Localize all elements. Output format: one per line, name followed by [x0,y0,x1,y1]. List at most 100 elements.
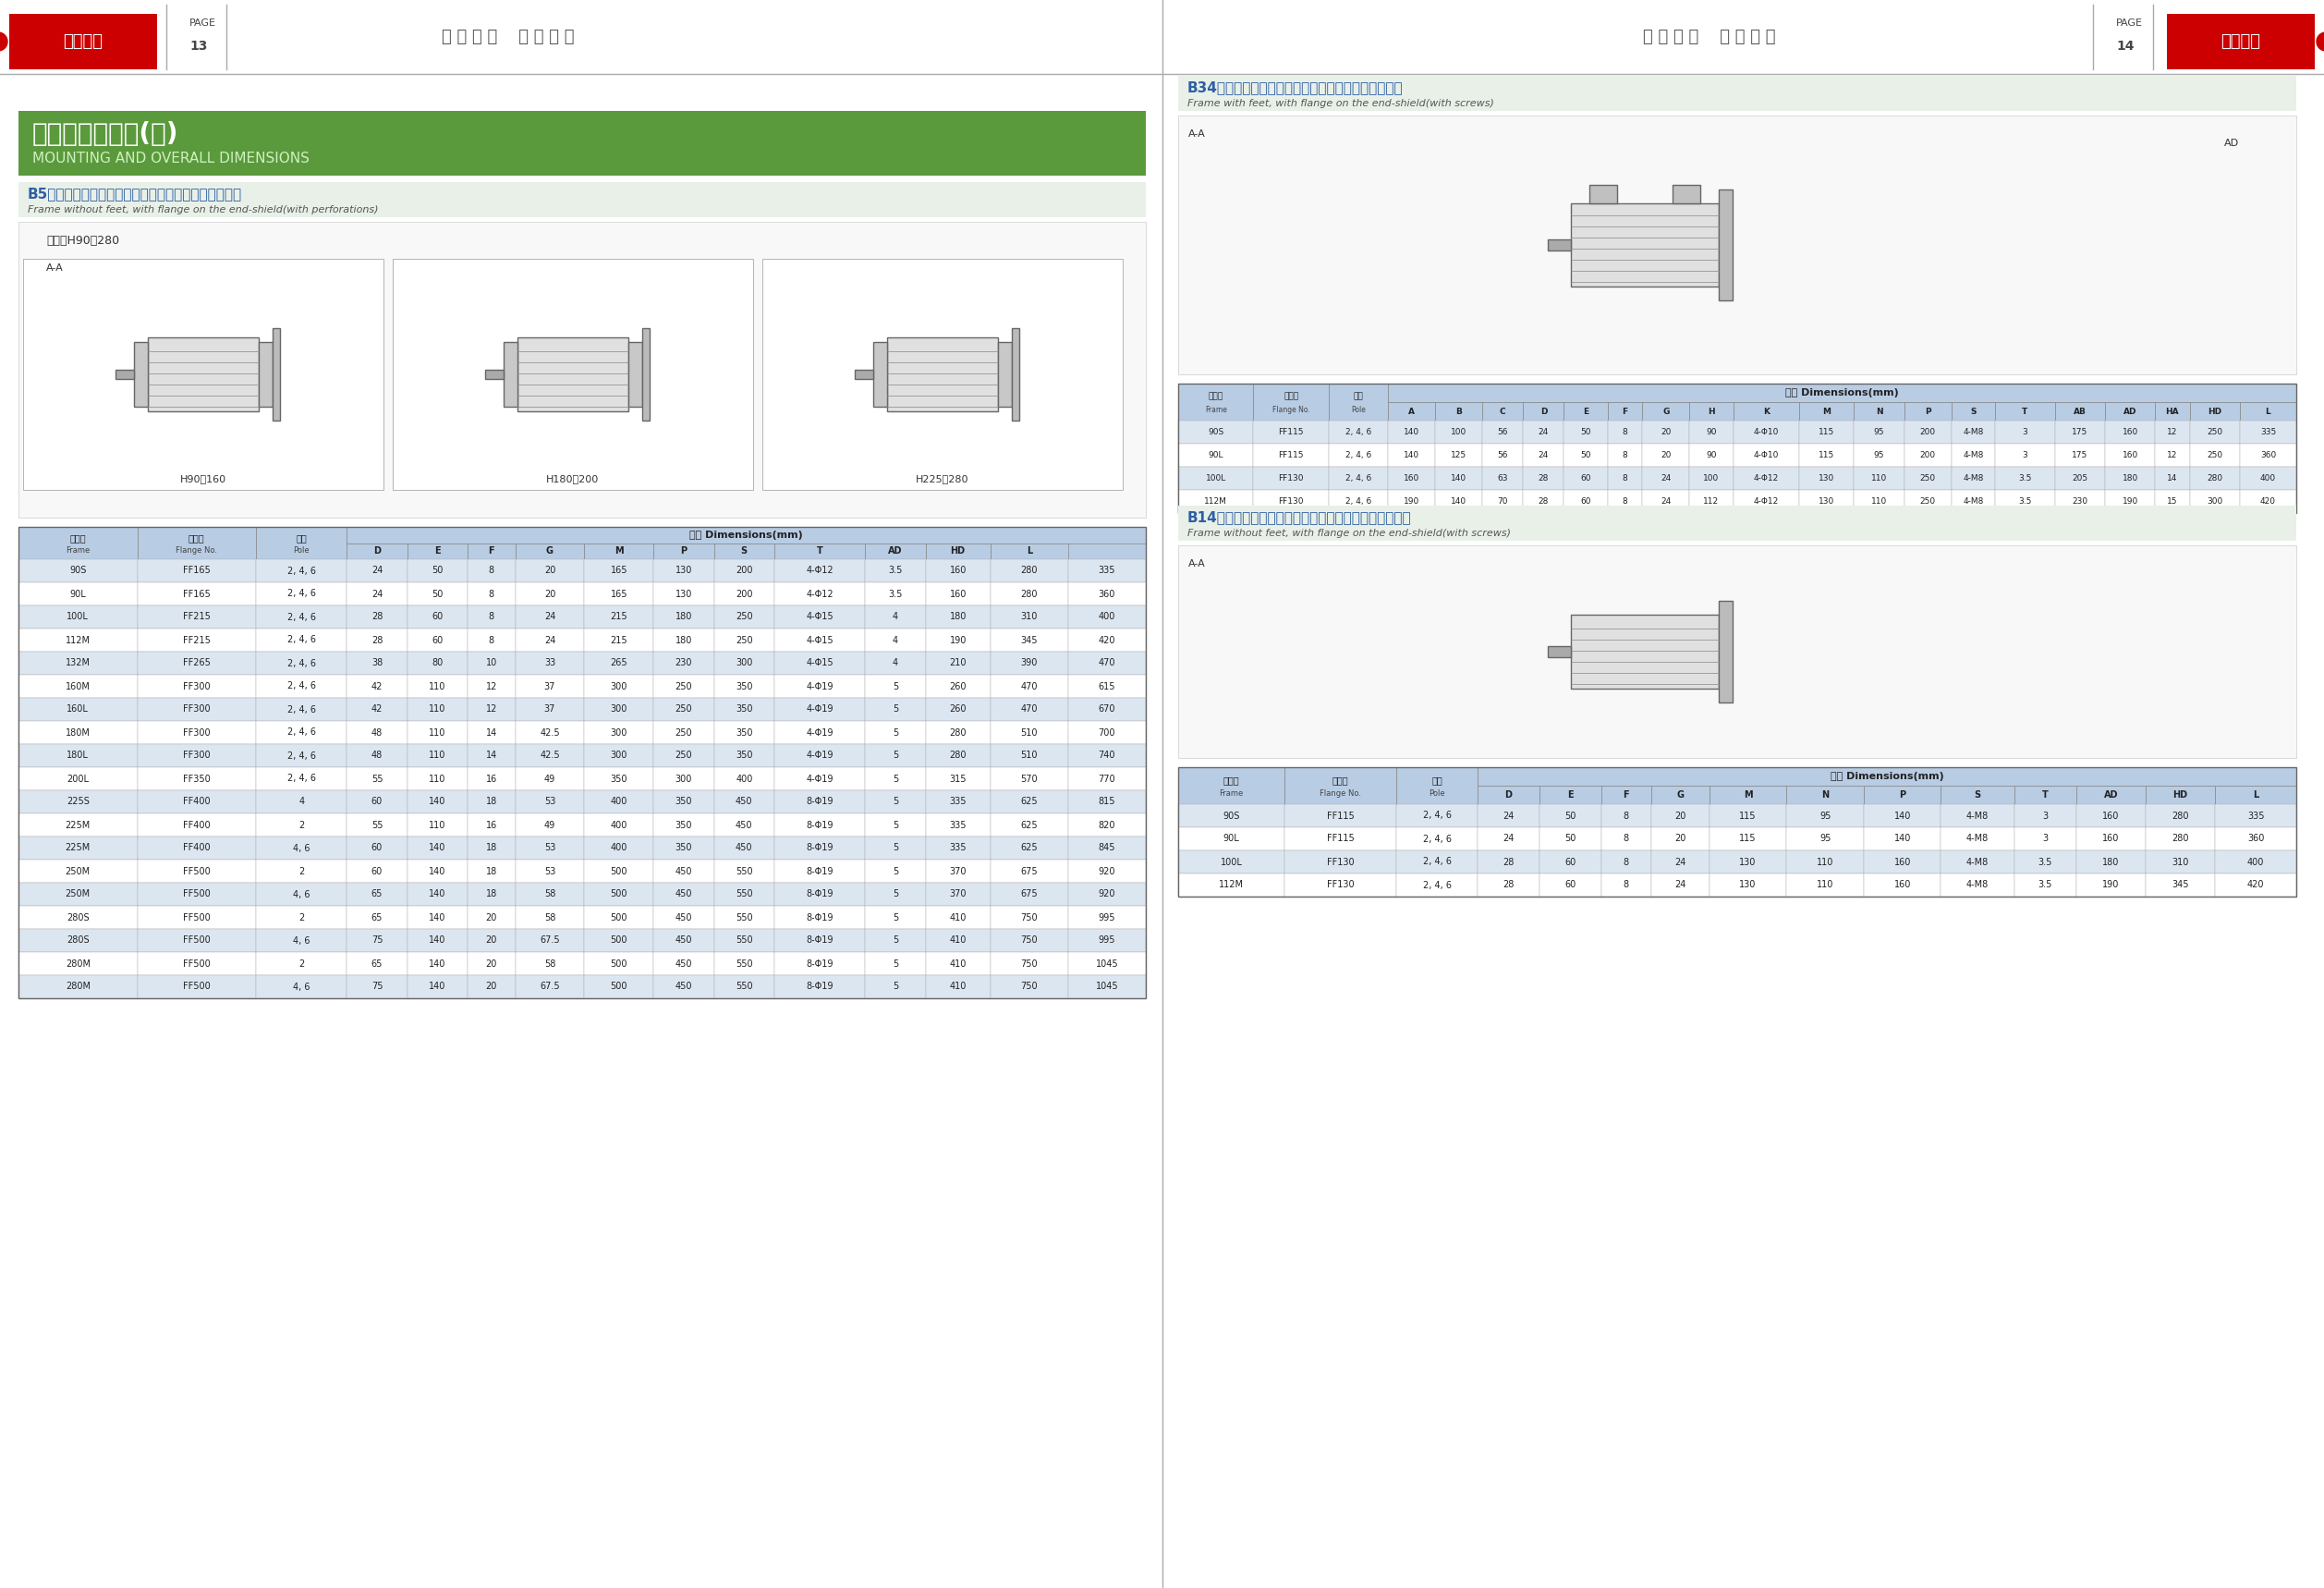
Bar [2215,851,2296,873]
Text: FF500: FF500 [184,981,211,991]
Bar [1069,905,1146,929]
Text: 675: 675 [1020,889,1039,899]
Bar [1734,402,1799,421]
Text: 920: 920 [1099,867,1116,877]
Text: 550: 550 [734,889,753,899]
Text: 410: 410 [951,935,967,945]
Bar [407,745,467,767]
Text: 360: 360 [2259,451,2275,459]
Text: 8-Φ19: 8-Φ19 [806,959,834,969]
Text: 160: 160 [2122,451,2138,459]
Bar [346,905,407,929]
Text: 8-Φ19: 8-Φ19 [806,935,834,945]
Text: 67.5: 67.5 [539,935,560,945]
Text: 24: 24 [372,589,383,599]
Text: 450: 450 [674,959,693,969]
Text: 8: 8 [488,589,495,599]
Bar [653,767,713,791]
Bar [407,559,467,583]
Bar [1538,786,1601,804]
Text: 450: 450 [674,935,693,945]
Bar [467,791,516,813]
Bar [1387,443,1436,467]
Text: 350: 350 [674,843,693,853]
Text: 350: 350 [737,751,753,761]
Bar [653,559,713,583]
Bar [1608,489,1643,513]
Bar [2166,14,2315,70]
Bar [1864,873,1941,897]
Text: 20: 20 [1676,834,1685,843]
Text: FF400: FF400 [184,821,211,829]
Text: 90L: 90L [70,589,86,599]
Bar [467,953,516,975]
Bar [516,791,583,813]
Bar [990,583,1069,605]
Bar [137,813,256,837]
Text: 90: 90 [1706,451,1717,459]
Bar [137,905,256,929]
Text: FF400: FF400 [184,843,211,853]
Bar [1601,873,1652,897]
Bar [407,975,467,999]
Bar [256,883,346,905]
Text: A-A: A-A [1188,129,1206,138]
Bar [516,929,583,953]
Text: 8: 8 [1624,880,1629,889]
Text: 14: 14 [2168,475,2178,483]
Bar [1069,975,1146,999]
Text: 12: 12 [486,705,497,715]
Text: 115: 115 [1820,451,1834,459]
Bar [2054,443,2106,467]
Text: T: T [816,546,823,556]
Bar [19,767,137,791]
Bar [256,675,346,697]
Text: 5: 5 [892,867,897,877]
Bar [256,859,346,883]
Text: N: N [1822,791,1829,799]
Bar [516,953,583,975]
Text: 东 莞 电 机    志 在 环 球: 东 莞 电 机 志 在 环 球 [442,29,574,46]
Text: 420: 420 [1099,635,1116,645]
Text: FF130: FF130 [1327,880,1355,889]
Text: 335: 335 [951,797,967,807]
Text: 470: 470 [1020,681,1039,691]
Text: 230: 230 [674,659,693,669]
Text: 49: 49 [544,773,555,783]
Text: 95: 95 [1873,451,1885,459]
Bar [1799,467,1855,489]
Text: 2, 4, 6: 2, 4, 6 [288,773,316,783]
Text: 140: 140 [430,981,446,991]
Bar [774,697,865,721]
Text: 中心高H90～280: 中心高H90～280 [46,235,119,246]
Text: 112: 112 [1703,497,1720,505]
Bar [1799,443,1855,467]
Text: 400: 400 [611,821,627,829]
Bar [1329,443,1387,467]
Bar [346,745,407,767]
Bar [925,813,990,837]
Bar [865,697,925,721]
Text: 250: 250 [734,635,753,645]
Bar [874,341,888,407]
Bar [2189,421,2240,443]
Text: 4: 4 [892,659,897,669]
Bar [1787,827,1864,851]
Text: 500: 500 [611,889,627,899]
Bar [925,697,990,721]
Bar [19,111,1146,176]
Text: FF265: FF265 [184,659,211,669]
Text: 50: 50 [1564,811,1576,821]
Bar [925,543,990,559]
Bar [256,813,346,837]
Bar [346,527,1146,543]
Bar [2075,851,2145,873]
Bar [137,859,256,883]
Text: 14: 14 [2117,40,2133,52]
Bar [1178,489,1253,513]
Bar [1996,489,2054,513]
Bar [2075,873,2145,897]
Bar [467,929,516,953]
Text: 315: 315 [951,773,967,783]
Text: 53: 53 [544,797,555,807]
